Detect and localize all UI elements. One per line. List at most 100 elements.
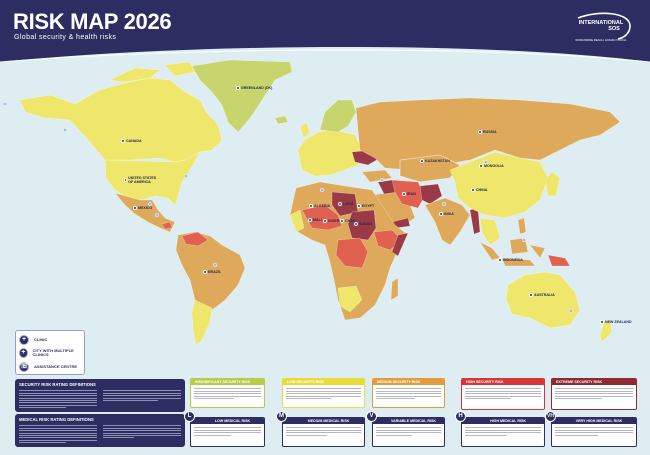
country-label: CHINA [471, 188, 487, 192]
region-arctic-islands [109, 61, 196, 83]
security-level-3: MEDIUM SECURITY RISK [372, 378, 445, 408]
region-west-africa-coast [289, 209, 305, 233]
security-level-label: EXTREME SECURITY RISK [552, 379, 636, 385]
page-title: RISK MAP 2026 [13, 9, 172, 34]
medical-level-2: MEDIUM MEDICAL RISK [282, 417, 365, 447]
region-philippines [517, 217, 527, 235]
region-korea-japan [544, 171, 561, 197]
country-label: IRAN [402, 192, 416, 196]
region-pakistan-india [424, 197, 471, 246]
clinic-marker [379, 177, 385, 183]
security-level-label: HIGH SECURITY RISK [462, 379, 544, 385]
medical-definitions-title: MEDICAL RISK RATING DEFINITIONS [19, 417, 94, 422]
country-label: NEW ZEALAND [600, 320, 632, 324]
security-definitions-panel: SECURITY RISK RATING DEFINITIONS [15, 379, 185, 412]
international-sos-logo: INTERNATIONAL SOS WORLDWIDE REACH. HUMAN… [568, 12, 634, 48]
security-level-label: LOW SECURITY RISK [283, 379, 364, 385]
country-label: CANADA [121, 139, 142, 143]
medical-definitions-panel: MEDICAL RISK RATING DEFINITIONS [15, 414, 185, 447]
country-label: INDIA [439, 212, 454, 216]
country-label: ALGERIA [309, 204, 330, 208]
map-legend: + CLINIC + CITY WITH MULTIPLE CLINICS ☏ … [15, 330, 85, 375]
country-label: AUSTRALIA [529, 293, 555, 297]
country-label: NIGER [323, 219, 339, 223]
legend-label: CITY WITH MULTIPLE CLINICS [32, 347, 74, 358]
legend-item-assistance: ☏ ASSISTANCE CENTRE [19, 360, 81, 374]
security-level-label: INSIGNIFICANT SECURITY RISK [191, 379, 264, 385]
clinic-marker [147, 201, 153, 207]
region-usa [104, 151, 201, 206]
country-label: INDONESIA [498, 258, 523, 262]
medical-level-5: VERY HIGH MEDICAL RISK [551, 417, 637, 447]
phone-icon: ☏ [19, 361, 29, 372]
region-somalia [391, 232, 409, 257]
country-label: LIBYA [338, 202, 353, 206]
medical-badge-icon: V [366, 411, 377, 422]
security-definitions-title: SECURITY RISK RATING DEFINITIONS [19, 382, 96, 387]
security-level-1: INSIGNIFICANT SECURITY RISK [190, 378, 265, 408]
country-label: RUSSIA [478, 130, 497, 134]
clinic-marker [183, 173, 189, 179]
clinic-marker [568, 308, 574, 314]
region-libya [331, 191, 359, 217]
clinic-marker [483, 159, 489, 165]
clinic-marker [319, 187, 325, 193]
country-label: BRAZIL [203, 270, 221, 274]
security-level-label: MEDIUM SECURITY RISK [373, 379, 444, 385]
country-label: GREENLAND (DK) [236, 86, 272, 90]
medical-badge-icon: L [184, 411, 195, 422]
region-scandinavia [319, 99, 357, 133]
country-label: EGYPT [357, 204, 374, 208]
multi-clinic-icon: + [19, 348, 28, 359]
medical-level-label: LOW MEDICAL RISK [191, 418, 264, 424]
region-greenland [191, 59, 293, 133]
medical-level-1: LOW MEDICAL RISK [190, 417, 265, 447]
region-kazakhstan [399, 154, 461, 183]
country-label: UNITED STATES OF AMERICA [124, 176, 158, 184]
region-canada [19, 77, 223, 163]
clinic-marker [521, 237, 527, 243]
region-uk [299, 121, 311, 139]
clinic-marker [441, 201, 447, 207]
logo-line1: INTERNATIONAL [578, 20, 624, 26]
legend-item-clinic: + CLINIC [19, 333, 81, 347]
legend-label: ASSISTANCE CENTRE [34, 363, 78, 369]
medical-badge-icon: M [276, 411, 287, 422]
clinic-marker [212, 262, 218, 268]
header-banner [0, 0, 650, 62]
security-level-5: EXTREME SECURITY RISK [551, 378, 637, 410]
region-southern-africa [337, 285, 363, 313]
region-se-asia [479, 217, 501, 246]
country-label: MONGOLIA [479, 164, 504, 168]
clinic-icon: + [19, 334, 29, 345]
region-iran [391, 179, 426, 209]
clinic-marker [154, 212, 160, 218]
region-china-mongolia [449, 151, 549, 219]
region-southern-cone [191, 299, 213, 346]
legend-label: CLINIC [34, 336, 48, 342]
region-central-africa [335, 237, 369, 269]
region-new-zealand [599, 319, 613, 343]
clinic-marker [2, 101, 8, 107]
clinic-marker [62, 127, 68, 133]
header: RISK MAP 2026 Global security & health r… [0, 0, 650, 62]
logo-tagline: WORLDWIDE REACH. HUMAN TOUCH. [575, 38, 627, 42]
region-honduras [161, 221, 173, 230]
country-label: SUDAN [354, 222, 372, 226]
security-level-4: HIGH SECURITY RISK [461, 378, 545, 410]
region-madagascar [390, 277, 399, 301]
region-png [547, 254, 571, 267]
medical-level-label: HIGH MEDICAL RISK [462, 418, 544, 424]
country-label: MALI [308, 218, 322, 222]
medical-badge-icon: H [455, 411, 466, 422]
medical-level-4: HIGH MEDICAL RISK [461, 417, 545, 447]
medical-level-3: VARIABLE MEDICAL RISK [372, 417, 445, 447]
region-mexico [114, 192, 176, 233]
medical-level-label: VARIABLE MEDICAL RISK [373, 418, 444, 424]
country-label: MEXICO [133, 206, 152, 210]
region-sudan [347, 209, 377, 241]
country-label: KAZAKHSTAN [420, 159, 450, 163]
region-south-america [175, 231, 246, 317]
country-label: CHAD [340, 219, 355, 223]
